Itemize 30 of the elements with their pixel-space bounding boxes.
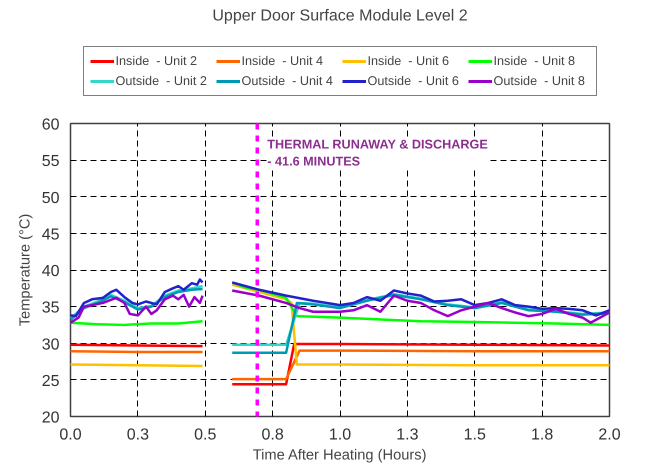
legend-label: Outside - Unit 2 (116, 73, 208, 89)
chart-title: Upper Door Surface Module Level 2 (212, 8, 468, 24)
y-tick-label: 45 (42, 226, 60, 244)
x-tick-label: 1.5 (464, 426, 486, 444)
y-tick-label: 55 (42, 153, 60, 170)
legend-label: Inside - Unit 6 (368, 53, 450, 69)
ref-line-label: THERMAL RUNAWAY & DISCHARGE - 41.6 MINUTES (267, 138, 488, 168)
x-tick-label: 2.0 (598, 426, 621, 444)
x-tick-label: 0.8 (262, 426, 284, 444)
y-axis-title: Temperature (°C) (18, 214, 34, 326)
legend-label: Inside - Unit 8 (494, 53, 576, 69)
x-tick-label: 0.0 (59, 426, 82, 444)
y-tick-label: 40 (42, 263, 60, 280)
y-tick-label: 20 (42, 410, 60, 426)
y-tick-label: 25 (42, 372, 60, 390)
x-tick-label: 0.5 (194, 426, 216, 444)
y-tick-label: 30 (42, 336, 60, 354)
x-axis-title: Time After Heating (Hours) (252, 448, 426, 464)
legend-label: Outside - Unit 8 (494, 73, 586, 89)
legend-label: Outside - Unit 4 (242, 73, 334, 89)
y-tick-label: 35 (42, 300, 60, 317)
legend-label: Outside - Unit 6 (368, 73, 460, 89)
legend-label: Inside - Unit 2 (116, 53, 198, 69)
y-tick-label: 60 (42, 116, 60, 134)
y-tick-label: 50 (42, 190, 60, 207)
x-tick-label: 1.0 (328, 426, 352, 444)
x-tick-label: 0.3 (126, 426, 150, 444)
legend-label: Inside - Unit 4 (242, 53, 324, 69)
x-tick-label: 1.8 (531, 426, 554, 444)
x-tick-label: 1.3 (396, 426, 419, 444)
